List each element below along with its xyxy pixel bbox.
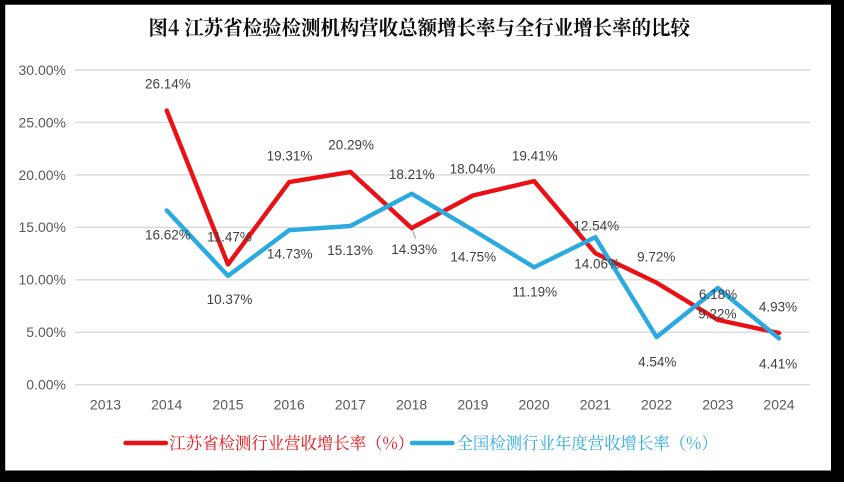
svg-text:2016: 2016: [274, 396, 305, 412]
svg-text:19.31%: 19.31%: [267, 148, 313, 163]
svg-text:10.00%: 10.00%: [19, 272, 66, 288]
svg-text:2024: 2024: [763, 396, 794, 412]
svg-text:2018: 2018: [396, 396, 427, 412]
svg-text:11.47%: 11.47%: [207, 230, 252, 245]
svg-text:2015: 2015: [212, 396, 243, 412]
svg-text:12.54%: 12.54%: [573, 218, 619, 233]
svg-text:14.73%: 14.73%: [267, 246, 313, 261]
svg-text:20.29%: 20.29%: [328, 138, 374, 153]
svg-text:2021: 2021: [580, 396, 611, 412]
svg-text:5.00%: 5.00%: [26, 324, 66, 340]
svg-text:9.22%: 9.22%: [698, 307, 736, 322]
svg-text:15.00%: 15.00%: [19, 219, 66, 235]
svg-text:11.19%: 11.19%: [512, 285, 557, 300]
svg-text:10.37%: 10.37%: [207, 292, 253, 307]
svg-text:14.75%: 14.75%: [450, 250, 496, 265]
svg-text:18.21%: 18.21%: [389, 167, 435, 182]
svg-text:2019: 2019: [457, 396, 488, 412]
svg-text:4.93%: 4.93%: [759, 300, 797, 315]
svg-text:4.41%: 4.41%: [759, 357, 797, 372]
svg-text:6.18%: 6.18%: [699, 287, 737, 302]
svg-text:14.93%: 14.93%: [391, 242, 437, 257]
svg-text:14.06%: 14.06%: [574, 256, 620, 271]
svg-text:18.04%: 18.04%: [450, 162, 496, 177]
svg-text:2022: 2022: [641, 396, 672, 412]
svg-text:2023: 2023: [702, 396, 733, 412]
svg-text:2017: 2017: [335, 396, 366, 412]
svg-text:25.00%: 25.00%: [19, 114, 66, 130]
svg-text:26.14%: 26.14%: [145, 76, 191, 91]
svg-text:2020: 2020: [519, 396, 550, 412]
svg-text:0.00%: 0.00%: [26, 377, 66, 393]
svg-text:30.00%: 30.00%: [19, 62, 66, 78]
svg-text:2013: 2013: [90, 396, 121, 412]
svg-text:16.62%: 16.62%: [145, 227, 191, 242]
svg-text:2014: 2014: [151, 396, 182, 412]
svg-text:15.13%: 15.13%: [327, 243, 373, 258]
svg-text:19.41%: 19.41%: [512, 148, 558, 163]
svg-text:20.00%: 20.00%: [19, 167, 66, 183]
svg-text:9.72%: 9.72%: [637, 250, 675, 265]
svg-text:4.54%: 4.54%: [638, 355, 676, 370]
